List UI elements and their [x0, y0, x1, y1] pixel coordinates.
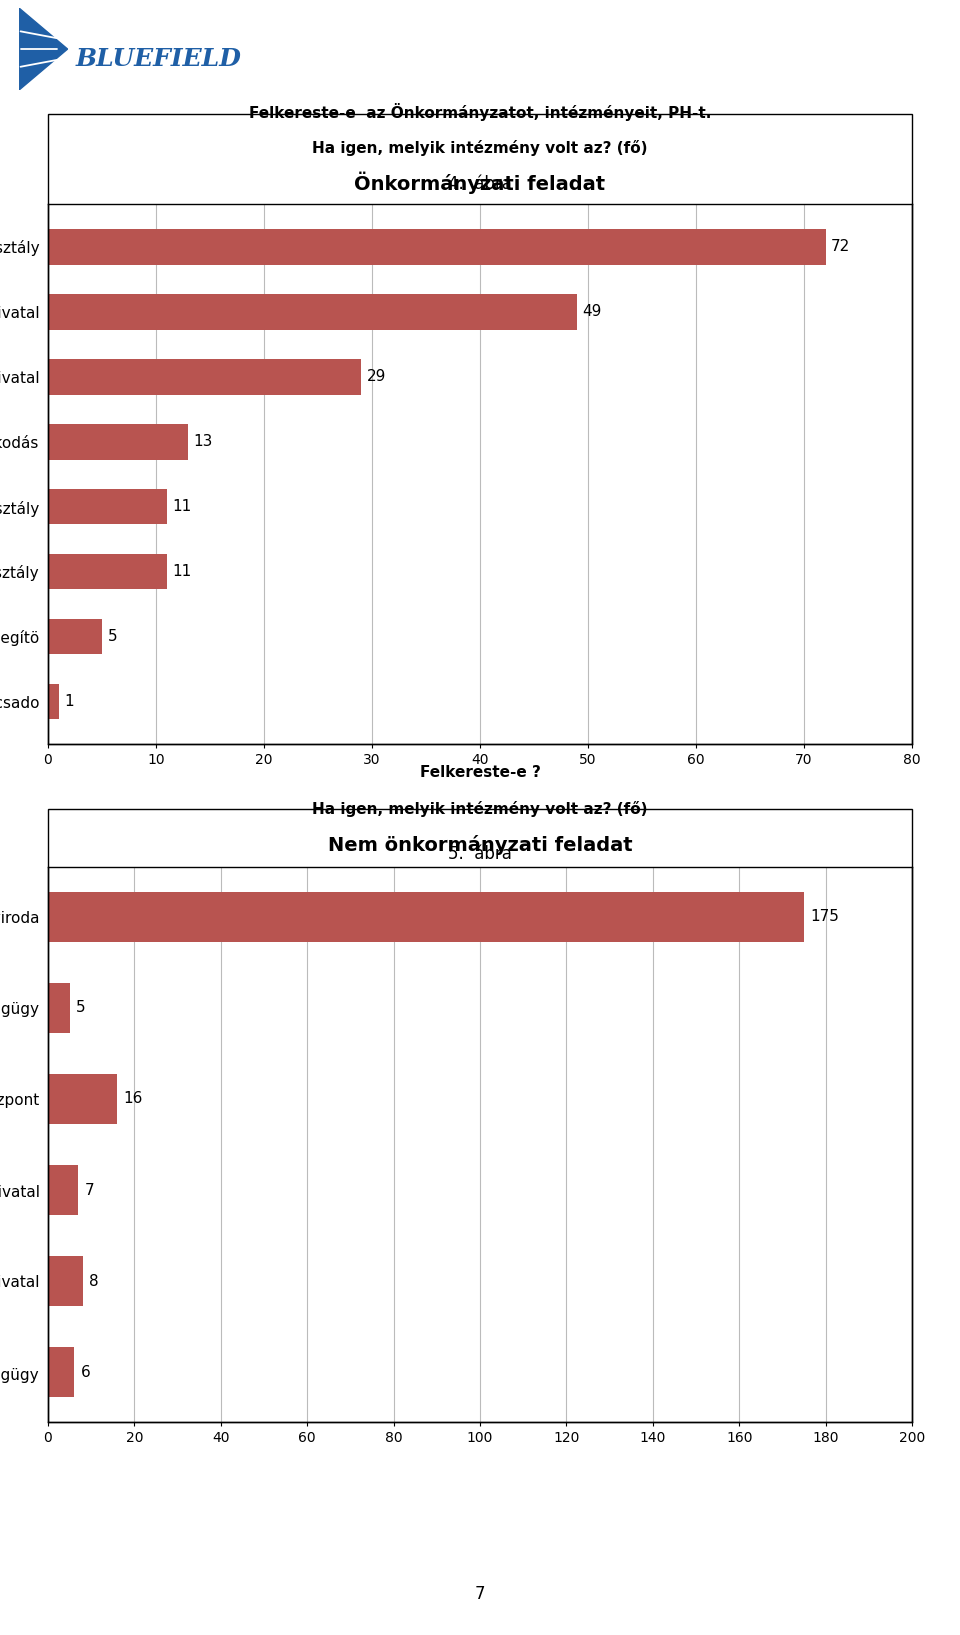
Text: 8: 8 — [89, 1274, 99, 1288]
Text: 16: 16 — [124, 1092, 143, 1107]
Bar — [48, 683, 59, 719]
Text: Felkereste-e  az Önkormányzatot, intézményeit, PH-t.: Felkereste-e az Önkormányzatot, intézmén… — [249, 103, 711, 121]
Text: 11: 11 — [172, 499, 191, 513]
Bar — [48, 983, 69, 1033]
Bar — [48, 229, 826, 265]
Bar — [48, 294, 577, 330]
Bar — [48, 1166, 79, 1215]
Text: 72: 72 — [831, 239, 851, 255]
Text: Ha igen, melyik intézmény volt az? (fő): Ha igen, melyik intézmény volt az? (fő) — [312, 801, 648, 816]
Polygon shape — [19, 8, 67, 90]
Text: 7: 7 — [84, 1182, 94, 1197]
Text: 5: 5 — [76, 1001, 85, 1015]
Text: 11: 11 — [172, 564, 191, 579]
Text: 7: 7 — [475, 1584, 485, 1604]
Text: 29: 29 — [367, 370, 386, 384]
Bar — [48, 423, 188, 459]
Bar — [48, 1347, 74, 1398]
Bar — [48, 489, 167, 525]
Bar — [48, 891, 804, 942]
Text: 13: 13 — [194, 435, 213, 450]
Text: BLUEFIELD: BLUEFIELD — [76, 47, 242, 70]
Text: Nem önkormányzati feladat: Nem önkormányzati feladat — [327, 835, 633, 855]
Text: 5.  ábra: 5. ábra — [448, 845, 512, 863]
Bar — [48, 1256, 83, 1306]
Text: Felkereste-e ?: Felkereste-e ? — [420, 765, 540, 780]
Text: 1: 1 — [64, 693, 74, 710]
Text: Önkormányzati feladat: Önkormányzati feladat — [354, 172, 606, 193]
Text: 6: 6 — [81, 1365, 90, 1380]
Text: Ha igen, melyik intézmény volt az? (fő): Ha igen, melyik intézmény volt az? (fő) — [312, 141, 648, 155]
Bar — [48, 554, 167, 590]
Bar — [48, 618, 102, 654]
Text: 4.  ábra: 4. ábra — [448, 175, 512, 193]
Bar — [48, 1074, 117, 1123]
Text: 5: 5 — [108, 629, 117, 644]
Text: 175: 175 — [810, 909, 839, 924]
Text: 49: 49 — [583, 304, 602, 319]
Bar — [48, 358, 361, 394]
